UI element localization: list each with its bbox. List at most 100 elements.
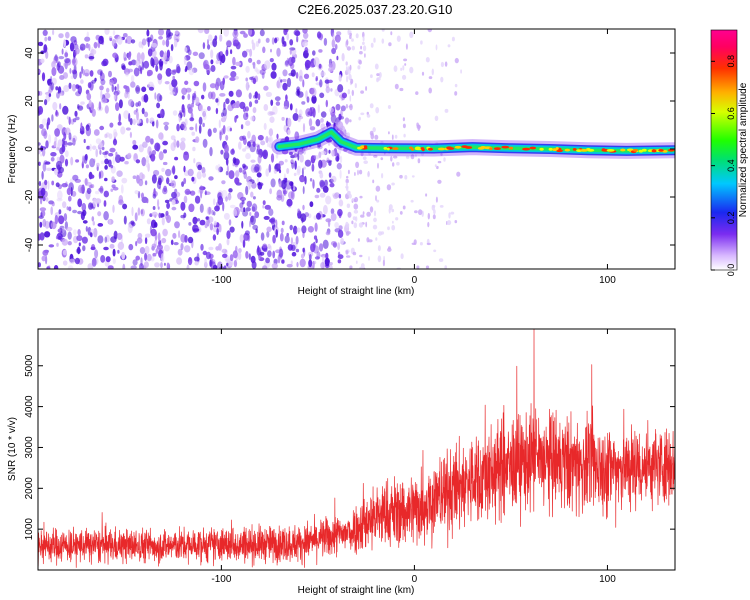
noise-blob xyxy=(57,190,63,200)
noise-blob xyxy=(269,188,272,195)
noise-blob xyxy=(184,245,191,253)
noise-blob xyxy=(259,251,265,256)
noise-blob xyxy=(64,52,69,58)
noise-blob xyxy=(193,158,196,164)
noise-blob xyxy=(228,170,235,180)
noise-blob xyxy=(41,118,48,126)
noise-blob xyxy=(147,37,150,48)
noise-blob xyxy=(210,59,214,65)
noise-blob xyxy=(354,83,357,89)
noise-blob xyxy=(347,151,353,155)
noise-blob xyxy=(402,123,406,129)
noise-blob xyxy=(152,193,157,199)
noise-blob xyxy=(222,253,228,258)
noise-blob xyxy=(245,77,248,82)
noise-blob xyxy=(243,207,246,213)
noise-blob xyxy=(77,210,83,215)
noise-blob xyxy=(393,155,398,159)
noise-blob xyxy=(226,262,229,267)
noise-blob xyxy=(196,252,200,261)
noise-blob xyxy=(223,75,229,79)
noise-blob xyxy=(213,211,216,216)
noise-blob xyxy=(263,122,267,131)
noise-blob xyxy=(169,91,176,95)
noise-blob xyxy=(47,79,52,84)
noise-blob xyxy=(235,115,239,119)
noise-blob xyxy=(133,67,140,77)
noise-blob xyxy=(268,143,274,149)
noise-blob xyxy=(250,116,255,121)
noise-blob xyxy=(161,57,164,62)
noise-blob xyxy=(274,37,278,44)
noise-blob xyxy=(56,147,60,151)
noise-blob xyxy=(207,34,213,42)
noise-blob xyxy=(202,172,207,178)
noise-blob xyxy=(164,124,169,131)
noise-blob xyxy=(223,29,229,37)
noise-blob xyxy=(141,38,147,46)
noise-blob xyxy=(112,258,116,265)
noise-blob xyxy=(369,103,374,109)
noise-blob xyxy=(232,30,239,38)
noise-blob xyxy=(195,96,200,105)
noise-blob xyxy=(414,154,417,158)
noise-blob xyxy=(265,257,270,264)
snr-ytick-label: 3000 xyxy=(24,436,35,459)
noise-blob xyxy=(108,152,114,157)
noise-blob xyxy=(235,89,242,98)
noise-blob xyxy=(181,181,185,187)
noise-blob xyxy=(396,161,400,166)
noise-blob xyxy=(313,235,318,240)
noise-blob xyxy=(351,220,354,225)
noise-blob xyxy=(286,232,290,237)
noise-blob xyxy=(110,164,114,169)
noise-blob xyxy=(214,35,218,41)
noise-blob xyxy=(208,176,214,181)
noise-blob xyxy=(225,49,229,57)
noise-blob xyxy=(223,151,230,161)
noise-blob xyxy=(145,135,151,143)
noise-blob xyxy=(105,234,110,243)
noise-blob xyxy=(433,209,436,215)
noise-blob xyxy=(284,159,288,163)
signal-hotspot xyxy=(437,147,446,151)
noise-blob xyxy=(132,144,139,150)
noise-blob xyxy=(97,223,104,227)
noise-blob xyxy=(359,195,363,199)
noise-blob xyxy=(451,36,455,42)
noise-blob xyxy=(239,207,244,213)
noise-blob xyxy=(170,135,176,141)
noise-blob xyxy=(146,155,150,164)
noise-blob xyxy=(294,131,298,141)
noise-blob xyxy=(77,229,81,236)
noise-blob xyxy=(312,260,315,269)
noise-blob xyxy=(53,265,59,269)
noise-blob xyxy=(357,238,360,242)
noise-blob xyxy=(375,195,377,201)
noise-blob xyxy=(220,117,227,123)
signal-hotspot xyxy=(548,147,553,151)
noise-blob xyxy=(289,49,292,55)
noise-blob xyxy=(109,79,114,86)
noise-blob xyxy=(297,91,304,98)
signal-hotspot xyxy=(508,146,514,150)
noise-blob xyxy=(262,46,266,54)
noise-blob xyxy=(63,85,70,93)
noise-blob xyxy=(147,48,153,57)
noise-blob xyxy=(95,148,98,158)
noise-blob xyxy=(299,174,306,183)
noise-blob xyxy=(444,108,449,113)
noise-blob xyxy=(320,253,327,258)
noise-blob xyxy=(171,167,175,174)
noise-blob xyxy=(55,182,60,188)
noise-blob xyxy=(112,138,118,146)
noise-blob xyxy=(336,162,342,170)
noise-blob xyxy=(179,110,183,115)
noise-blob xyxy=(90,228,95,233)
noise-blob xyxy=(345,134,350,139)
noise-blob xyxy=(48,84,54,93)
noise-blob xyxy=(67,241,72,246)
noise-blob xyxy=(111,39,116,47)
noise-blob xyxy=(394,134,398,139)
noise-blob xyxy=(349,103,353,111)
